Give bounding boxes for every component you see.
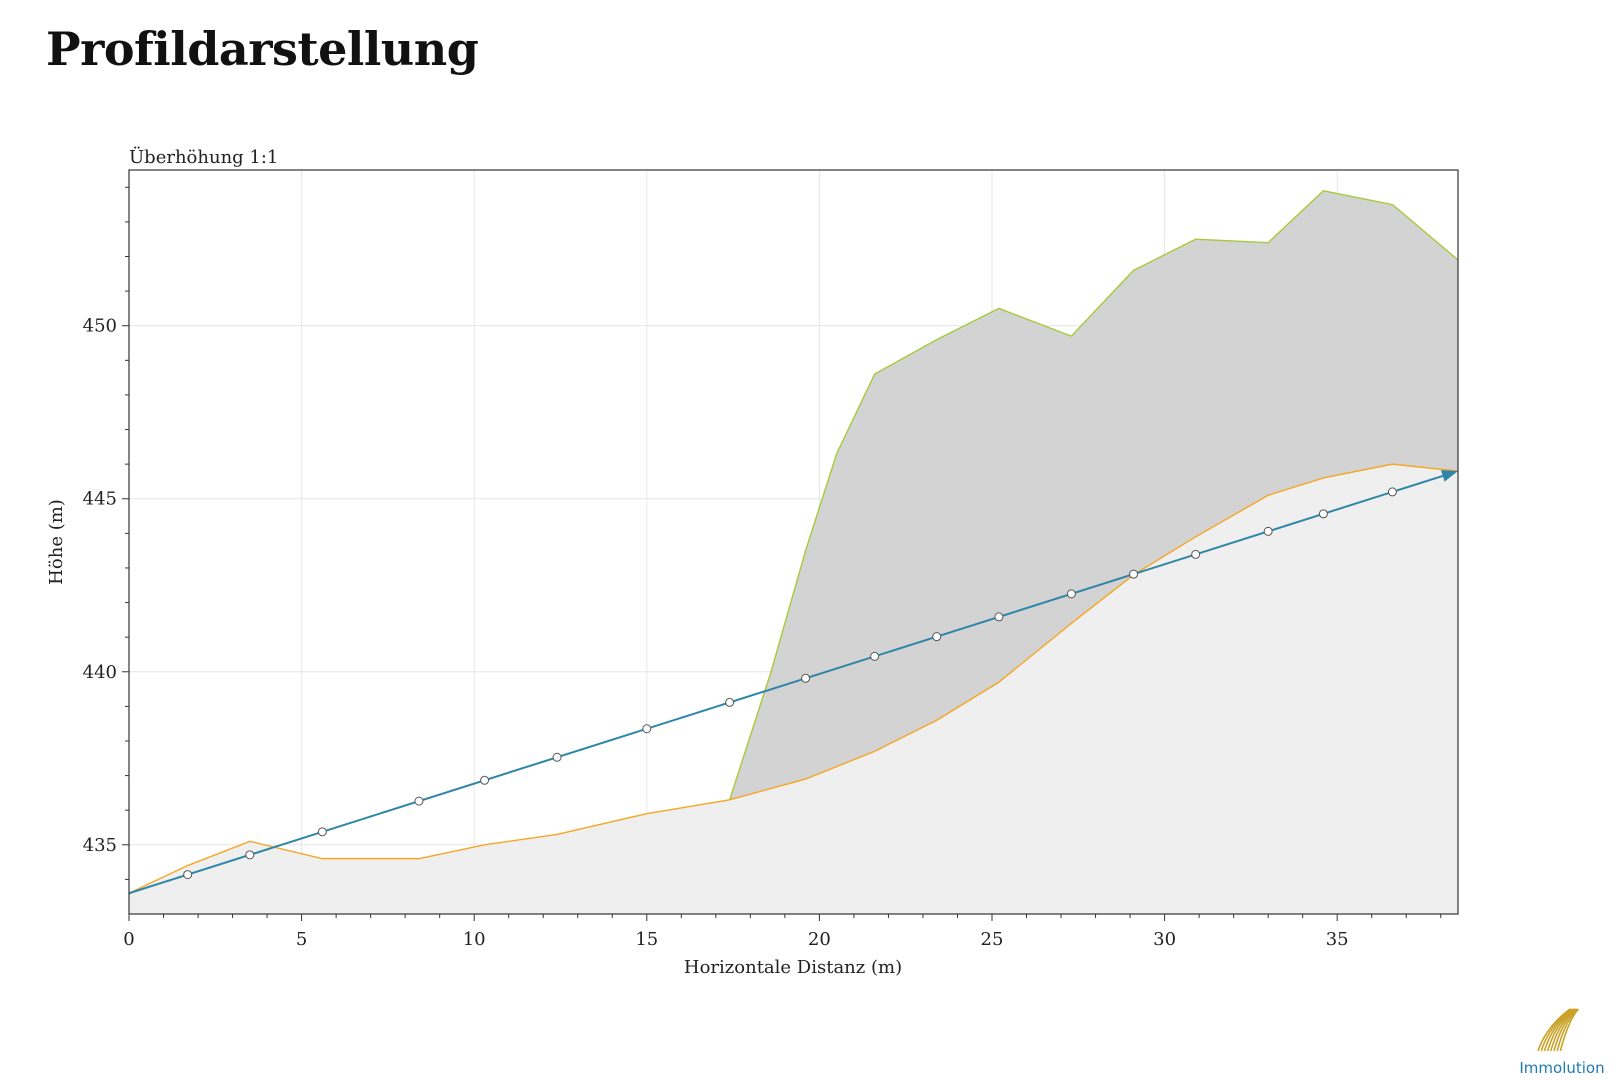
x-tick-label: 35	[1326, 929, 1349, 950]
plot-frame	[128, 169, 1459, 915]
y-tick-label: 435	[83, 835, 117, 856]
y-tick-label: 450	[83, 316, 117, 337]
sight-line-marker	[414, 796, 424, 806]
logo-arc	[1550, 1008, 1576, 1052]
sight-line-marker	[317, 827, 327, 837]
y-tick-label: 440	[83, 662, 117, 683]
x-tick-label: 15	[635, 929, 658, 950]
sight-line-marker	[642, 724, 652, 734]
y-axis-label: Höhe (m)	[46, 499, 67, 585]
sight-line-marker	[1387, 487, 1397, 497]
page-title: Profildarstellung	[46, 22, 479, 76]
logo-arc	[1556, 1008, 1578, 1052]
sight-line-markers	[183, 487, 1397, 880]
logo-arc	[1553, 1008, 1577, 1052]
immolution-logo: Immolution	[1519, 1008, 1605, 1077]
sight-line-marker	[870, 651, 880, 661]
sight-line-marker	[994, 612, 1004, 622]
sight-line-marker	[1066, 589, 1076, 599]
x-tick-label: 10	[463, 929, 486, 950]
logo-arc	[1540, 1008, 1572, 1052]
sight-line-marker	[1263, 526, 1273, 536]
logo-arc	[1559, 1008, 1580, 1052]
upper-area	[729, 190, 1458, 800]
axes: 0 5 10 15 20 25 30 35 435 440 445 450	[83, 186, 1442, 950]
x-tick-label: 5	[296, 929, 307, 950]
terrain-area	[129, 464, 1458, 914]
sight-line-marker	[245, 850, 255, 860]
sight-line-marker	[1191, 549, 1201, 559]
y-tick-label: 445	[83, 489, 117, 510]
x-tick-label: 25	[981, 929, 1004, 950]
sight-line-marker	[725, 697, 735, 707]
chart-subtitle: Überhöhung 1:1	[129, 145, 278, 168]
sight-line-marker	[552, 752, 562, 762]
sight-line	[128, 474, 1444, 895]
sight-line-marker	[801, 673, 811, 683]
x-tick-label: 30	[1153, 929, 1176, 950]
logo-arc	[1537, 1008, 1571, 1052]
sight-line-marker	[183, 870, 193, 880]
series-lines	[128, 190, 1459, 895]
area-fills	[129, 190, 1458, 914]
logo-arc	[1546, 1008, 1575, 1052]
sight-line-marker	[1318, 509, 1328, 519]
logo-arc	[1543, 1008, 1573, 1052]
upper-line	[728, 190, 1459, 801]
sight-line-marker	[480, 775, 490, 785]
sight-line-marker	[1129, 569, 1139, 579]
logo-text: Immolution	[1519, 1059, 1604, 1077]
x-tick-label: 20	[808, 929, 831, 950]
x-tick-label: 0	[123, 929, 134, 950]
x-axis-label: Horizontale Distanz (m)	[684, 957, 902, 978]
terrain-line	[128, 463, 1459, 894]
logo-mark-icon	[1537, 1008, 1580, 1052]
sight-line-arrow	[1440, 470, 1458, 482]
sight-line-marker	[932, 632, 942, 642]
